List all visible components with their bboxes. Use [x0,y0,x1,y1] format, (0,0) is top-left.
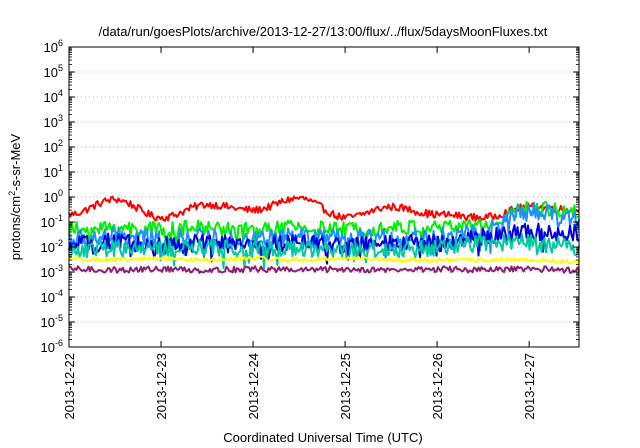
y-tick-label: 10-4 [41,288,63,305]
y-grid [69,71,579,323]
x-tick-label: 2013-12-27 [522,353,537,420]
y-tick-label: 105 [44,63,63,80]
y-tick-label: 100 [44,188,63,205]
y-axis-title: protons/cm2-s-sr-MeV [7,133,23,260]
x-tick-label: 2013-12-22 [62,353,77,420]
x-axis: 2013-12-22 2013-12-23 2013-12-24 2013-12-25… [62,47,537,420]
y-tick-label: 10-5 [41,313,63,330]
chart-title: /data/run/goesPlots/archive/2013-12-27/1… [99,24,548,39]
x-tick-label: 2013-12-26 [430,353,445,420]
y-axis: 10-6 10-5 10-4 10-3 10-2 10-1 100 101 102 103 104 1… [41,38,579,355]
series-line [68,195,580,222]
y-tick-label: 10-1 [41,213,63,230]
series-line [68,201,580,262]
y-tick-label: 10-3 [41,263,63,280]
y-tick-label: 104 [44,88,63,105]
series-line [68,255,580,265]
series-line [68,265,580,274]
x-axis-title: Coordinated Universal Time (UTC) [223,430,422,445]
x-tick-label: 2013-12-23 [154,353,169,420]
x-tick-label: 2013-12-25 [338,353,353,420]
y-tick-label: 10-2 [41,238,63,255]
x-tick-label: 2013-12-24 [246,353,261,420]
y-tick-label: 106 [44,38,63,55]
series-line [68,233,580,270]
y-tick-label: 101 [44,163,63,180]
y-tick-label: 103 [44,113,63,130]
y-tick-label: 102 [44,138,63,155]
y-tick-label: 10-6 [41,338,63,355]
series-layer [68,195,580,274]
